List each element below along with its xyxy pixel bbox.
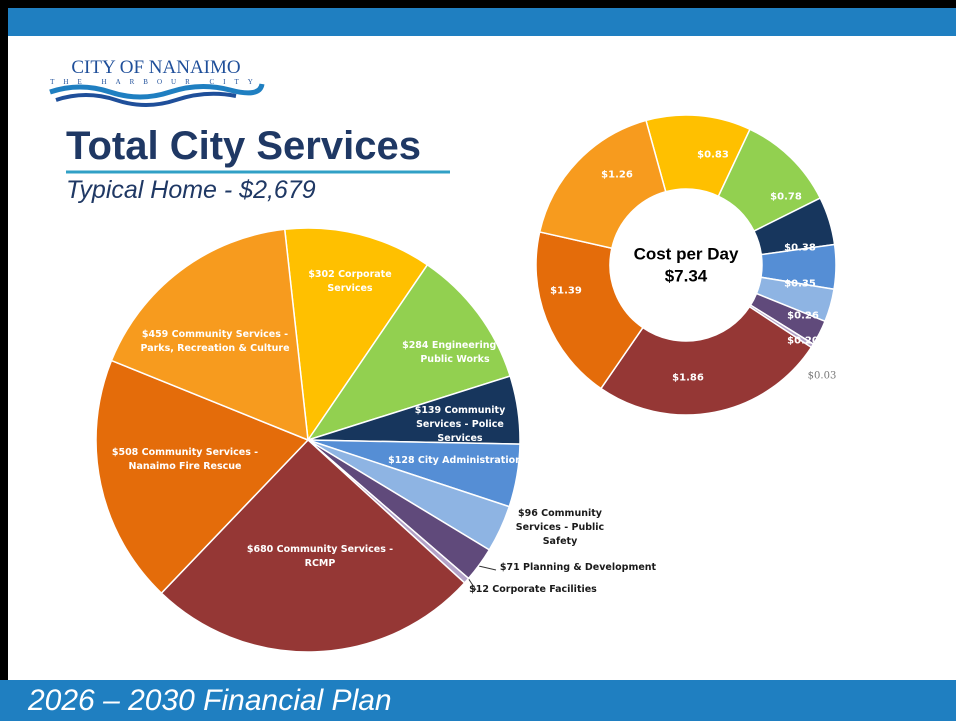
category-label: Community Services - Parks, Recreation &… (140, 329, 290, 354)
category-label: City Administration (417, 455, 522, 466)
subtitle: Typical Home - $2,679 (66, 176, 316, 204)
value-label: $71 (499, 562, 520, 573)
value-label: $128 (388, 455, 415, 466)
top-bar (8, 8, 956, 36)
leader-line (467, 577, 477, 591)
value-label: $1.86 (672, 372, 704, 384)
value-label: $139 (414, 405, 442, 416)
slice-label: $96 Community Services - Public Safety (505, 507, 615, 549)
value-label: $0.03 (807, 370, 837, 382)
logo-wave (49, 83, 265, 100)
logo-name: CITY OF NANAIMO (71, 57, 240, 78)
value-label: $302 (308, 269, 335, 280)
value-label: $680 (246, 544, 274, 555)
pie-slice (283, 227, 429, 443)
category-label: Community Services - Public Safety (515, 508, 605, 547)
center-value: $7.34 (665, 266, 708, 285)
value-label: $0.78 (770, 191, 802, 203)
value-label: $0.83 (697, 149, 729, 161)
value-label: $1.39 (550, 285, 582, 297)
donut-slice (535, 231, 644, 390)
title: Total City Services (66, 124, 421, 168)
category-label: Planning & Development (523, 562, 657, 573)
value-label: $96 (518, 508, 538, 519)
slice-label: $71 Planning & Development (478, 561, 678, 575)
value-label: $0.20 (787, 335, 819, 347)
slice-label: $128 City Administration (385, 454, 525, 468)
value-label: $459 (141, 329, 169, 340)
slice-label: $680 Community Services - RCMP (245, 543, 395, 571)
value-label: $0.35 (784, 278, 816, 290)
slice-label: $12 Corporate Facilities (453, 583, 613, 597)
slice-label: $508 Community Services - Nanaimo Fire R… (105, 446, 265, 474)
category-label: Corporate Facilities (492, 584, 597, 595)
footer-text: 2026 – 2030 Financial Plan (28, 684, 392, 717)
logo-tagline: THE HARBOUR CITY (50, 78, 262, 86)
slice-label: $459 Community Services - Parks, Recreat… (135, 328, 295, 356)
category-label: Corporate Services (327, 269, 392, 294)
donut-slice (599, 305, 813, 416)
value-label: $0.38 (784, 242, 816, 254)
category-label: Community Services - Police Services (416, 405, 506, 444)
category-label: Community Services - Nanaimo Fire Rescue (128, 447, 259, 472)
center-title: Cost per Day (634, 244, 739, 263)
pie-slice (110, 228, 309, 442)
logo-wave (55, 91, 237, 107)
donut-slice (538, 119, 667, 250)
value-label: $284 (402, 340, 429, 351)
category-label: Engineering & Public Works (420, 340, 508, 365)
slice-label: $139 Community Services - Police Service… (400, 404, 520, 446)
value-label: $1.26 (601, 169, 633, 181)
slice-label: $284 Engineering & Public Works (400, 339, 510, 367)
pie-slice (160, 438, 466, 653)
category-label: Community Services - RCMP (276, 544, 394, 569)
value-label: $12 (469, 584, 489, 595)
value-label: $0.26 (787, 310, 819, 322)
value-label: $508 (111, 447, 139, 458)
slice-label: $302 Corporate Services (295, 268, 405, 296)
pie-slice (306, 263, 512, 442)
footer-bar: 2026 – 2030 Financial Plan (0, 680, 956, 721)
